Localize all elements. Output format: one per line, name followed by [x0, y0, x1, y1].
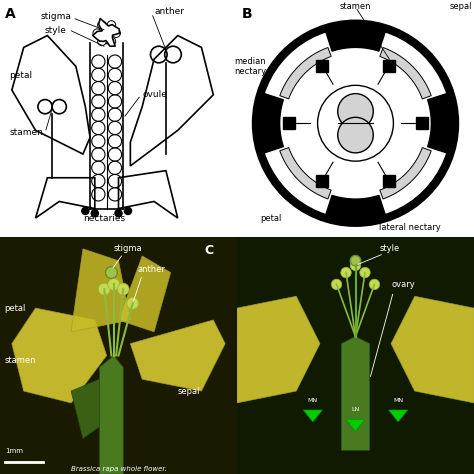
Circle shape: [91, 210, 99, 217]
Text: stamen: stamen: [9, 128, 43, 137]
Polygon shape: [380, 47, 431, 99]
Bar: [316, 175, 328, 187]
Text: MN: MN: [393, 398, 403, 403]
Polygon shape: [280, 147, 331, 199]
Circle shape: [331, 279, 342, 290]
Text: stamen: stamen: [340, 2, 371, 11]
Circle shape: [108, 278, 119, 290]
Text: stigma: stigma: [40, 12, 71, 21]
Polygon shape: [12, 308, 107, 403]
Polygon shape: [100, 356, 123, 474]
Bar: [383, 60, 394, 72]
Text: lateral nectary: lateral nectary: [379, 223, 441, 232]
Text: nectaries: nectaries: [83, 214, 125, 222]
Text: Brassica rapa whole flower.: Brassica rapa whole flower.: [71, 465, 166, 472]
Circle shape: [337, 94, 373, 129]
Circle shape: [99, 283, 110, 295]
Circle shape: [115, 210, 122, 217]
FancyBboxPatch shape: [262, 118, 279, 129]
Polygon shape: [324, 195, 387, 225]
Text: median
nectary: median nectary: [235, 57, 267, 76]
Bar: [383, 175, 394, 187]
Circle shape: [337, 118, 373, 153]
Polygon shape: [280, 47, 331, 99]
Polygon shape: [391, 296, 474, 403]
Text: stigma: stigma: [114, 244, 142, 253]
Polygon shape: [130, 320, 225, 391]
Circle shape: [127, 298, 138, 310]
Text: style: style: [45, 27, 66, 35]
Bar: [416, 118, 428, 129]
Polygon shape: [237, 296, 320, 403]
Circle shape: [341, 267, 351, 278]
Bar: [283, 117, 295, 129]
Circle shape: [350, 255, 361, 266]
Polygon shape: [341, 337, 370, 450]
Circle shape: [360, 267, 370, 278]
Polygon shape: [428, 92, 457, 155]
Text: sepal: sepal: [178, 387, 200, 395]
Text: stamen: stamen: [5, 356, 36, 365]
Text: anther: anther: [137, 265, 165, 274]
Text: C: C: [204, 244, 213, 257]
Text: B: B: [242, 7, 252, 21]
Polygon shape: [389, 410, 408, 422]
Circle shape: [105, 266, 117, 279]
Text: ovary: ovary: [391, 280, 415, 289]
Text: sepal: sepal: [449, 2, 472, 11]
Bar: [317, 60, 328, 72]
Polygon shape: [118, 256, 171, 332]
Polygon shape: [380, 147, 431, 199]
Polygon shape: [303, 410, 322, 422]
Circle shape: [82, 208, 89, 215]
Text: 1mm: 1mm: [5, 447, 23, 454]
Polygon shape: [71, 379, 100, 438]
Circle shape: [369, 279, 380, 290]
Circle shape: [124, 208, 131, 215]
Text: petal: petal: [261, 214, 282, 223]
Circle shape: [118, 283, 129, 295]
Polygon shape: [254, 92, 283, 155]
Text: A: A: [5, 7, 16, 21]
Text: MN: MN: [308, 398, 318, 403]
Text: ovule: ovule: [142, 91, 167, 99]
Text: petal: petal: [5, 304, 26, 312]
Circle shape: [350, 260, 361, 271]
FancyBboxPatch shape: [432, 118, 449, 129]
Text: style: style: [379, 244, 400, 253]
Text: LN: LN: [351, 407, 360, 412]
Polygon shape: [346, 419, 365, 431]
Polygon shape: [71, 249, 130, 332]
Text: anther: anther: [154, 8, 184, 16]
Text: petal: petal: [9, 72, 33, 80]
Polygon shape: [324, 21, 387, 51]
Polygon shape: [93, 18, 119, 46]
